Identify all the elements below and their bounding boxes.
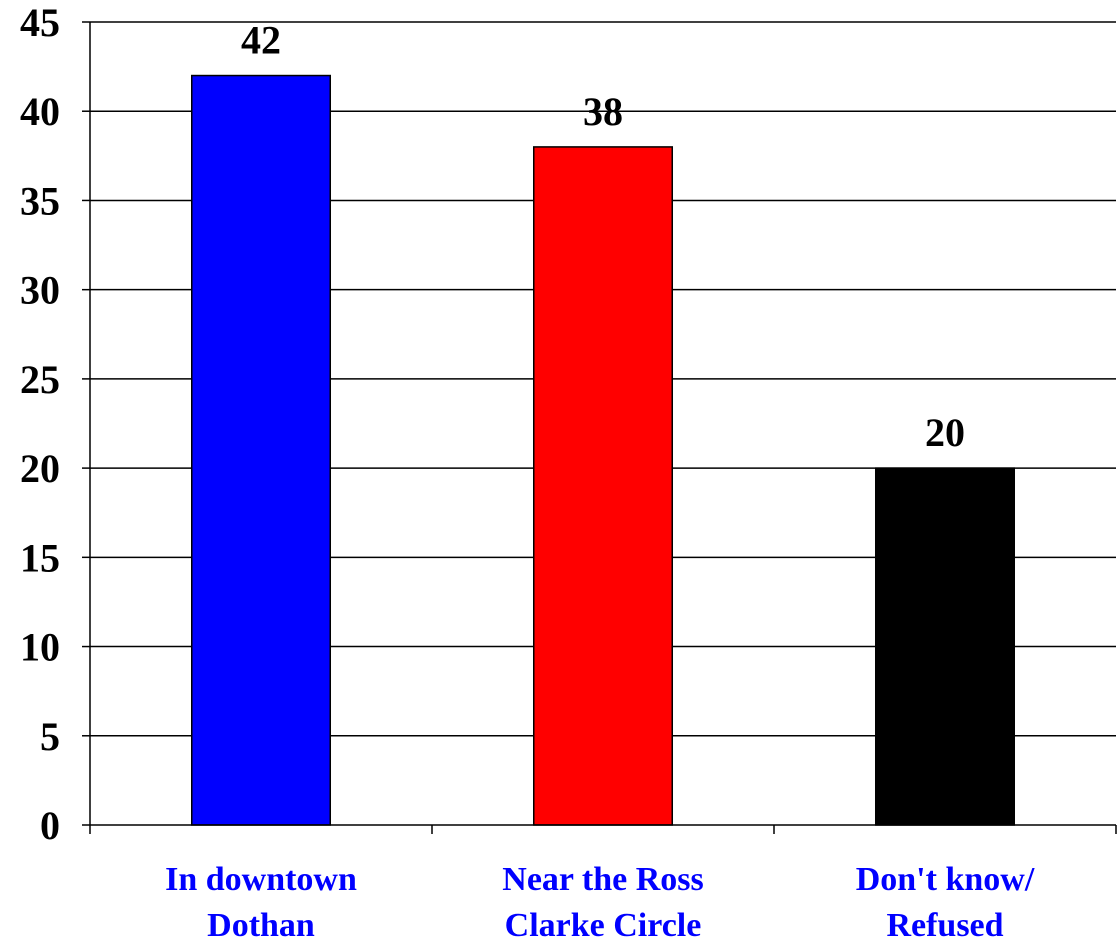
- data-labels: 42 38 20: [241, 18, 965, 456]
- y-tick-label: 20: [20, 446, 60, 491]
- category-label: Clarke Circle: [505, 907, 702, 944]
- bar-1: [190, 74, 332, 826]
- data-label: 38: [583, 89, 623, 134]
- y-tick-label: 45: [20, 0, 60, 45]
- category-label: Don't know/: [856, 861, 1035, 898]
- y-tick-label: 30: [20, 268, 60, 313]
- y-tick-label: 40: [20, 89, 60, 134]
- y-tick-label: 5: [40, 714, 60, 759]
- category-label: Refused: [886, 907, 1003, 944]
- category-label: Near the Ross: [502, 861, 703, 898]
- data-label: 42: [241, 18, 281, 63]
- bars: [190, 74, 1016, 826]
- y-tick-label: 25: [20, 357, 60, 402]
- category-labels: In downtown Dothan Near the Ross Clarke Cir…: [165, 861, 1035, 944]
- y-tick-label: 10: [20, 625, 60, 670]
- y-tick-label: 15: [20, 535, 60, 580]
- y-tick-label: 0: [40, 803, 60, 848]
- y-tick-label: 35: [20, 178, 60, 223]
- bar-3: [874, 467, 1016, 826]
- axes: [89, 22, 1117, 834]
- category-label: Dothan: [207, 907, 315, 944]
- category-label: In downtown: [165, 861, 357, 898]
- data-label: 20: [925, 410, 965, 455]
- bar-2: [532, 146, 674, 826]
- y-axis-ticks: 0 5 10 15 20 25 30 35 40 45: [20, 0, 90, 848]
